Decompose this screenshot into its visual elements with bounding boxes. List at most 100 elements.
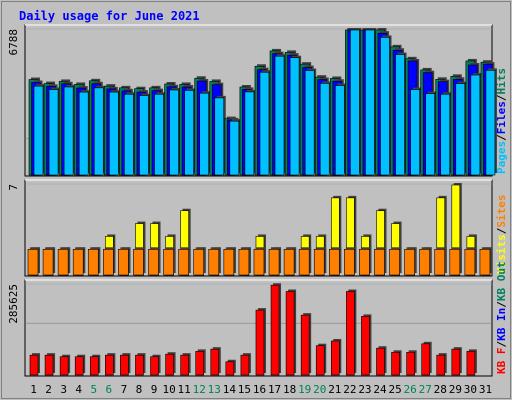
- bar-kbf-day-1: [29, 354, 39, 376]
- x-tick-label: 10: [162, 383, 175, 396]
- bar-pages-day-21: [334, 85, 345, 176]
- bar-pages-day-17: [274, 55, 285, 176]
- bar-kbf-day-16: [255, 309, 265, 376]
- x-tick-label: 4: [75, 383, 82, 396]
- panel-ymax-label: 285625: [7, 284, 20, 324]
- bar-pages-day-27: [425, 93, 435, 176]
- bar-sites-day-11: [178, 248, 189, 276]
- panel-ymax-label: 6788: [7, 29, 20, 56]
- bar-sites-day-12: [193, 248, 205, 276]
- bar-pages-day-26: [410, 89, 420, 176]
- bar-kbf-day-19: [300, 314, 310, 376]
- bar-sites-day-8: [133, 248, 144, 276]
- bar-pages-day-6: [109, 91, 119, 176]
- bar-sites-day-10: [163, 248, 174, 276]
- panel-legend: KB F/KB In/KB Out: [495, 261, 508, 374]
- bar-sites-day-15: [238, 248, 250, 276]
- bar-pages-day-2: [48, 89, 59, 176]
- x-tick-label: 6: [106, 383, 113, 396]
- panel-kbytes: 285625 KB F/KB In/KB Out: [7, 261, 508, 377]
- bar-sites-day-23: [359, 248, 370, 276]
- bar-kbf-day-6: [105, 354, 114, 376]
- x-tick-label: 30: [464, 383, 477, 396]
- x-tick-label: 23: [358, 383, 371, 396]
- bar-kbf-day-17: [270, 284, 280, 376]
- bar-pages-day-4: [78, 91, 89, 176]
- bar-sites-day-16: [253, 248, 265, 276]
- bar-pages-day-30: [470, 74, 481, 176]
- legend-separator: /: [495, 301, 508, 308]
- bar-sites-day-25: [389, 248, 400, 276]
- x-tick-label: 12: [193, 383, 206, 396]
- bar-pages-day-9: [154, 93, 164, 176]
- chart-panels: 6788Pages/Files/Hits7Visits/Sites285625K…: [7, 24, 508, 377]
- legend-separator: /: [495, 227, 508, 234]
- bar-pages-day-7: [124, 93, 134, 176]
- bar-kbf-day-10: [165, 353, 174, 376]
- bar-pages-day-18: [289, 57, 300, 176]
- x-tick-label: 20: [313, 383, 326, 396]
- panel-visits_sites: 7 Visits/Sites: [7, 179, 508, 277]
- x-tick-label: 22: [343, 383, 356, 396]
- bar-pages-day-5: [93, 87, 104, 176]
- x-tick-label: 7: [121, 383, 128, 396]
- bar-sites-day-27: [419, 248, 430, 276]
- bar-pages-day-12: [199, 92, 210, 176]
- x-tick-label: 21: [328, 383, 341, 396]
- bar-kbf-day-14: [225, 361, 235, 376]
- bar-pages-day-15: [244, 91, 255, 176]
- bar-pages-day-10: [169, 89, 179, 176]
- bar-sites-day-22: [344, 248, 355, 276]
- x-tick-label: 15: [238, 383, 251, 396]
- bar-kbf-day-24: [376, 347, 385, 376]
- bar-kbf-day-15: [240, 354, 250, 376]
- bar-kbf-day-27: [421, 343, 430, 376]
- legend-entry: KB In: [495, 308, 508, 341]
- x-tick-label: 11: [178, 383, 191, 396]
- bar-kbf-day-30: [466, 351, 476, 376]
- bar-pages-day-13: [214, 97, 225, 176]
- x-tick-label: 28: [434, 383, 447, 396]
- bar-sites-day-31: [479, 248, 491, 276]
- x-tick-label: 5: [90, 383, 97, 396]
- x-tick-label: 1: [30, 383, 37, 396]
- bar-sites-day-3: [57, 248, 69, 276]
- x-tick-label: 19: [298, 383, 311, 396]
- bar-sites-day-2: [42, 248, 54, 276]
- legend-separator: /: [495, 341, 508, 348]
- bar-sites-day-18: [283, 248, 295, 276]
- bar-sites-day-19: [298, 248, 310, 276]
- legend-entry: Files: [495, 101, 508, 134]
- x-tick-label: 17: [268, 383, 281, 396]
- bar-pages-day-16: [259, 71, 270, 176]
- bar-pages-day-29: [455, 83, 466, 176]
- bar-pages-day-11: [184, 90, 194, 176]
- bar-kbf-day-18: [285, 291, 295, 376]
- bar-kbf-day-25: [391, 352, 400, 376]
- bar-kbf-day-20: [315, 345, 325, 376]
- bar-sites-day-24: [374, 248, 385, 276]
- bar-sites-day-21: [328, 248, 340, 276]
- legend-separator: /: [495, 134, 508, 141]
- legend-entry: Sites: [495, 195, 508, 228]
- legend-entry: Hits: [495, 68, 508, 95]
- bar-sites-day-9: [148, 248, 159, 276]
- bar-kbf-day-26: [406, 352, 415, 376]
- bar-sites-day-29: [449, 248, 461, 276]
- bar-kbf-day-22: [346, 291, 355, 376]
- x-tick-label: 16: [253, 383, 266, 396]
- bar-sites-day-7: [118, 248, 129, 276]
- bar-sites-day-17: [268, 248, 280, 276]
- bar-kbf-day-23: [361, 316, 370, 376]
- bar-pages-day-3: [63, 86, 74, 176]
- chart-title: Daily usage for June 2021: [19, 9, 200, 23]
- bar-kbf-day-2: [44, 354, 54, 376]
- bar-pages-day-23: [365, 29, 375, 176]
- bar-sites-day-28: [434, 248, 446, 276]
- x-tick-label: 18: [283, 383, 296, 396]
- x-tick-label: 25: [388, 383, 401, 396]
- bar-sites-day-20: [313, 248, 325, 276]
